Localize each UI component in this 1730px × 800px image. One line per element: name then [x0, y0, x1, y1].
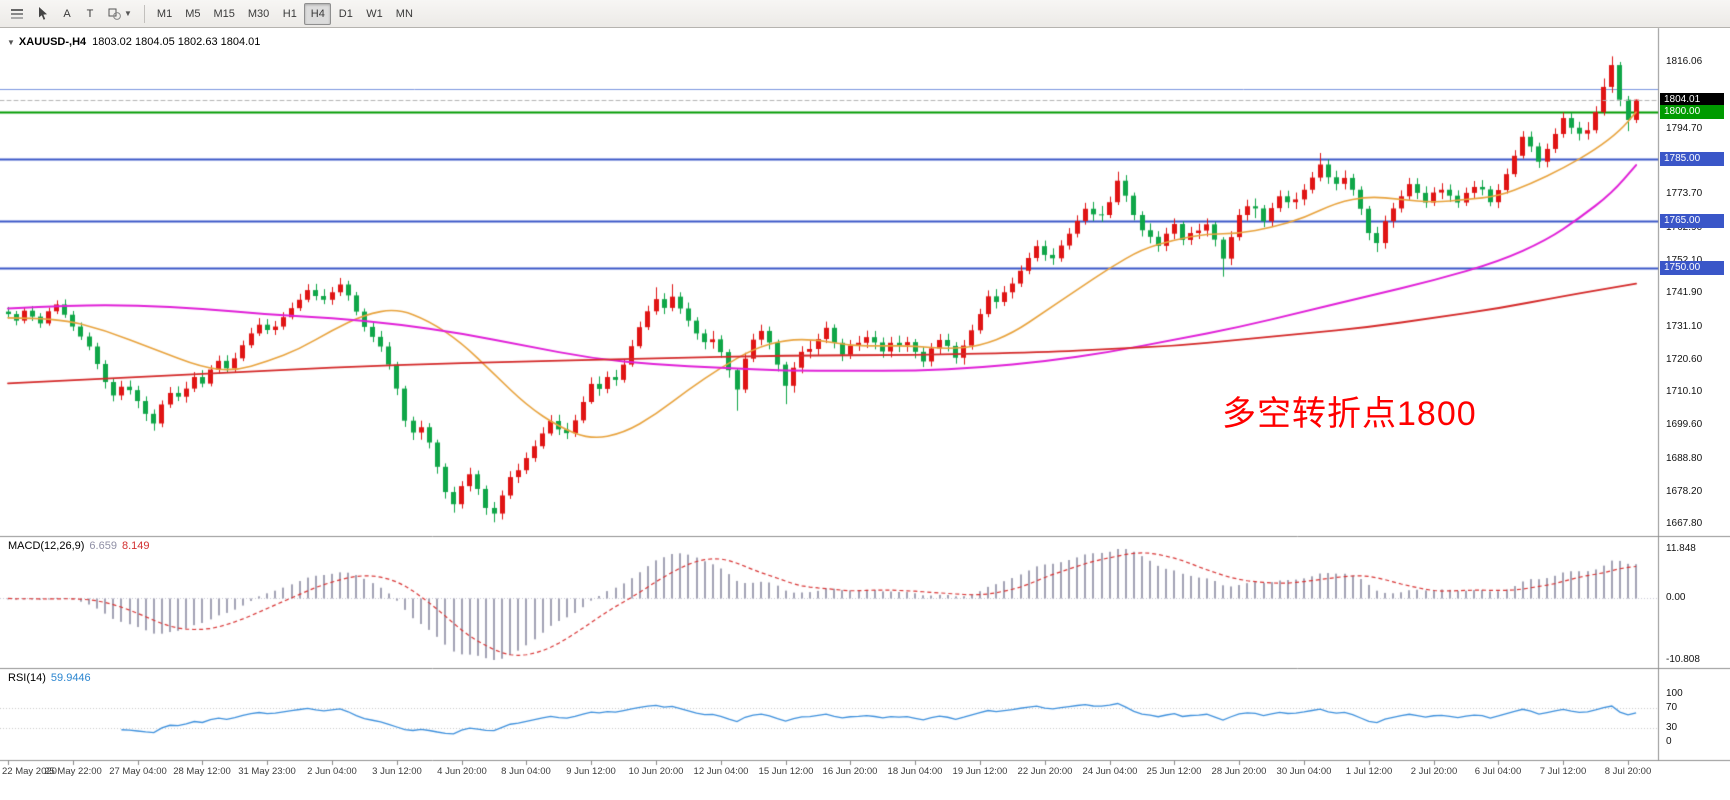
time-axis-label: 2 Jul 20:00: [1410, 766, 1458, 777]
price-axis-label: 1741.90: [1666, 287, 1703, 298]
text-label-tool-button[interactable]: T: [79, 3, 101, 25]
price-badge-1750: 1750.00: [1660, 261, 1724, 275]
price-axis-label: 1667.80: [1666, 518, 1703, 529]
time-axis-label: 16 Jun 20:00: [822, 766, 878, 777]
price-axis-label: 1688.80: [1666, 453, 1703, 464]
macd-axis-label: 0.00: [1666, 592, 1686, 603]
time-axis-label: 1 Jul 12:00: [1345, 766, 1393, 777]
price-axis-label: 1678.20: [1666, 486, 1703, 497]
symbol-title: ▼ XAUUSD-,H4 1803.02 1804.05 1802.63 1804.…: [7, 36, 260, 48]
time-axis-label: 3 Jun 12:00: [372, 766, 422, 777]
chart-list-button[interactable]: [4, 3, 30, 25]
rsi-axis-label: 70: [1666, 702, 1678, 713]
time-axis-label: 8 Jun 04:00: [501, 766, 551, 777]
time-axis-label: 15 Jun 12:00: [758, 766, 814, 777]
toolbar-separator: [143, 4, 145, 23]
collapse-icon[interactable]: ▼: [7, 38, 15, 47]
cursor-tool-button[interactable]: [31, 3, 55, 25]
shapes-tool-button[interactable]: ▼: [102, 3, 138, 25]
time-axis-label: 22 May 2020: [2, 766, 57, 777]
text-tool-button[interactable]: A: [56, 3, 78, 25]
price-badge-current: 1804.01: [1660, 93, 1724, 107]
time-axis-label: 18 Jun 04:00: [887, 766, 943, 777]
time-axis-label: 30 Jun 04:00: [1276, 766, 1332, 777]
time-axis-label: 7 Jul 12:00: [1539, 766, 1587, 777]
timeframe-button-h1[interactable]: H1: [276, 3, 303, 25]
price-axis-label: 1794.70: [1666, 123, 1703, 134]
time-axis-label: 10 Jun 20:00: [628, 766, 684, 777]
timeframe-button-w1[interactable]: W1: [360, 3, 389, 25]
macd-label: MACD(12,26,9) 6.659 8.149: [8, 540, 149, 552]
rsi-label: RSI(14) 59.9446: [8, 672, 91, 684]
timeframe-button-d1[interactable]: D1: [332, 3, 359, 25]
price-badge-1765: 1765.00: [1660, 214, 1724, 228]
symbol-name: XAUUSD-,H4: [18, 36, 87, 48]
cursor-icon: [39, 7, 47, 20]
timeframe-button-m5[interactable]: M5: [179, 3, 206, 25]
timeframe-button-h4[interactable]: H4: [304, 2, 332, 25]
rsi-axis-label: 0: [1666, 736, 1672, 747]
time-axis-label: 28 Jun 20:00: [1211, 766, 1267, 777]
chart-annotation[interactable]: 多空转折点1800: [1222, 395, 1477, 433]
time-axis-label: 28 May 12:00: [173, 766, 231, 777]
toolbar: A T ▼ M1 M5 M15 M30 H1 H4 D1 W1 MN: [0, 0, 1730, 28]
time-axis-label: 22 Jun 20:00: [1017, 766, 1073, 777]
timeframe-button-m30[interactable]: M30: [242, 3, 275, 25]
time-axis-label: 8 Jul 20:00: [1604, 766, 1652, 777]
time-axis-label: 6 Jul 04:00: [1474, 766, 1522, 777]
macd-axis-label: -10.808: [1666, 654, 1700, 665]
price-badge-1785: 1785.00: [1660, 152, 1724, 166]
rsi-name: RSI(14): [8, 672, 46, 684]
time-axis-label: 31 May 23:00: [238, 766, 296, 777]
timeframe-button-m15[interactable]: M15: [207, 3, 240, 25]
timeframe-button-m1[interactable]: M1: [151, 3, 178, 25]
rsi-axis-label: 100: [1666, 688, 1683, 699]
price-axis-label: 1816.06: [1666, 56, 1703, 67]
time-axis-label: 12 Jun 04:00: [693, 766, 749, 777]
price-axis-label: 1720.60: [1666, 354, 1703, 365]
time-axis-label: 4 Jun 20:00: [437, 766, 487, 777]
macd-value-signal: 8.149: [121, 540, 150, 552]
time-axis-label: 25 May 22:00: [44, 766, 102, 777]
price-axis-label: 1752.10: [1666, 255, 1702, 266]
rsi-axis-label: 30: [1666, 722, 1678, 733]
macd-name: MACD(12,26,9): [8, 540, 85, 552]
chevron-down-icon: ▼: [124, 9, 132, 18]
ohlc-values: 1803.02 1804.05 1802.63 1804.01: [92, 36, 261, 48]
shapes-icon: [108, 8, 121, 20]
rsi-value: 59.9446: [50, 672, 91, 684]
macd-value-main: 6.659: [89, 540, 117, 552]
time-axis-label: 19 Jun 12:00: [952, 766, 1008, 777]
list-lines-icon: [11, 8, 23, 19]
macd-axis-label: 11.848: [1666, 543, 1696, 554]
price-badge-1800: 1800.00: [1660, 105, 1724, 119]
time-axis-label: 27 May 04:00: [109, 766, 167, 777]
timeframe-button-mn[interactable]: MN: [390, 3, 419, 25]
time-axis-label: 2 Jun 04:00: [307, 766, 357, 777]
time-axis-label: 24 Jun 04:00: [1082, 766, 1138, 777]
price-axis-label: 1731.10: [1666, 321, 1703, 332]
price-axis-label: 1699.60: [1666, 419, 1703, 430]
time-axis-label: 9 Jun 12:00: [566, 766, 616, 777]
price-axis-label: 1773.70: [1666, 188, 1703, 199]
time-axis-label: 25 Jun 12:00: [1146, 766, 1202, 777]
price-axis-label: 1710.10: [1666, 386, 1703, 397]
